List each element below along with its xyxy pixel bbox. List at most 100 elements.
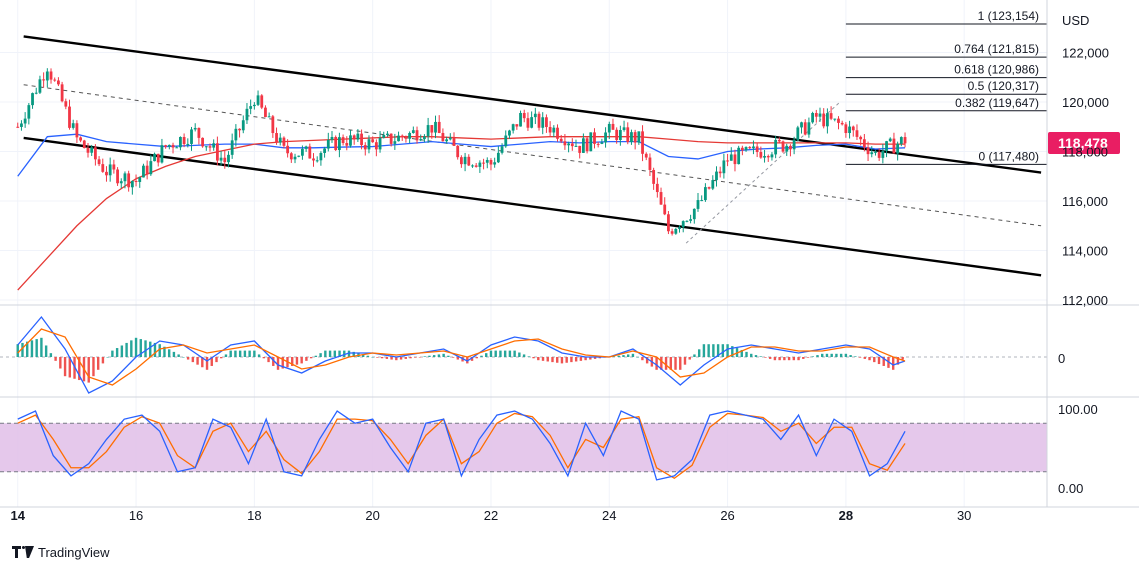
candle-body [27,105,31,119]
macd-histogram-bar [806,357,810,358]
macd-histogram-bar [858,357,862,358]
macd-histogram-bar [589,357,592,360]
macd-histogram-bar [750,353,753,357]
macd-histogram-bar [712,344,715,357]
candle-body [896,143,900,154]
candle-body [108,164,112,176]
candle-body [589,132,593,152]
macd-histogram-bar [338,350,341,357]
candle-body [411,130,415,134]
macd-histogram-bar [697,349,701,357]
macd-histogram-bar [565,357,568,363]
candle-body [289,153,293,160]
macd-histogram-bar [153,342,157,357]
candle-body [404,137,408,139]
candle-body [618,130,622,140]
candle-body [770,154,774,158]
macd-histogram-bar [560,357,564,364]
candle-body [437,121,441,133]
macd-histogram-bar [144,340,147,357]
candle-body [153,153,156,162]
candle-body [515,124,519,127]
stoch-k-line [17,410,906,481]
candle-body [641,131,644,154]
fib-level-label: 0 (117,480) [979,149,1040,163]
macd-histogram-bar [593,357,597,359]
candle-body [644,153,648,158]
macd-histogram-bar [305,357,308,361]
candle-body [844,124,848,134]
macd-histogram-bar [627,354,630,357]
x-tick-label: 20 [365,508,379,523]
macd-histogram-bar [783,357,786,361]
macd-histogram-bar [759,356,762,357]
candle-body [814,112,818,117]
candle-body [855,130,859,137]
candle-body [45,71,49,81]
candle-body [38,79,42,93]
candle-body [859,136,863,140]
candle-body [862,139,866,148]
candle-body [522,112,526,119]
x-tick-label: 18 [247,508,261,523]
macd-histogram-bar [395,357,398,361]
x-tick-label: 26 [720,508,734,523]
macd-histogram-bar [679,357,682,370]
macd-histogram-bar [253,350,256,357]
candle-body [267,116,271,118]
candle-body [459,157,463,165]
candle-body [840,122,844,125]
macd-histogram-bar [125,342,128,357]
macd-histogram-bar [868,357,871,361]
macd-histogram-bar [432,355,436,357]
candle-body [567,143,571,146]
macd-histogram-bar [537,357,540,361]
candle-body [600,142,604,144]
candle-body [260,95,264,108]
candle-body [34,92,38,94]
candle-body [630,132,633,142]
candle-body [68,106,71,128]
candle-body [434,121,437,133]
candle-body [215,143,219,161]
currency-label: USD [1062,13,1089,28]
macd-histogram-bar [49,353,53,357]
candle-body [227,154,230,163]
candle-body [53,79,57,81]
candle-body [663,204,667,215]
candle-body [489,159,493,165]
candle-body [474,165,478,167]
candle-body [356,133,360,140]
price-tick-label: 122,000 [1062,46,1109,61]
macd-histogram-bar [409,357,412,359]
macd-histogram-bar [324,350,327,357]
candle-body [703,187,707,201]
brand-name: TradingView [38,544,110,560]
macd-histogram-bar [669,357,672,370]
tradingview-brand[interactable]: TradingView [12,543,110,561]
candle-body [112,164,116,170]
macd-histogram-bar [655,357,658,370]
macd-histogram-bar [645,357,649,364]
macd-histogram-bar [854,356,857,357]
macd-histogram-bar [21,342,24,357]
x-tick-label: 14 [11,508,26,523]
macd-histogram-bar [54,357,57,361]
macd-histogram-bar [262,357,266,359]
candle-body [127,173,131,188]
candle-body [870,152,874,155]
candle-body [696,200,700,209]
macd-histogram-bar [768,357,772,359]
candle-body [82,140,86,149]
macd-histogram-bar [414,357,417,358]
macd-histogram-bar [319,353,322,357]
macd-histogram-bar [513,350,516,357]
x-tick-label: 22 [484,508,498,523]
candle-body [899,137,903,144]
candle-body [541,117,545,128]
candle-body [837,118,840,123]
price-tick-label: 116,000 [1062,194,1108,209]
candle-body [851,126,855,131]
macd-histogram-bar [30,340,34,357]
